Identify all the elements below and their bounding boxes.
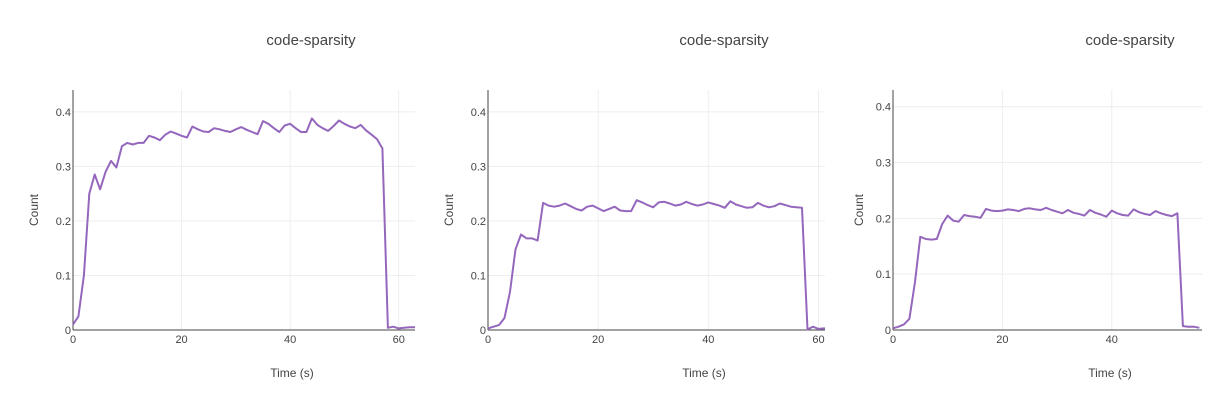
y-tick-label: 0.1 bbox=[56, 270, 71, 282]
chart-3: 0 20 40 0 0.1 0.2 0.3 0.4 code-sparsity Time (s) C… bbox=[852, 32, 1202, 380]
y-tick-label: 0.4 bbox=[56, 107, 71, 119]
y-axis-label: Count bbox=[442, 193, 456, 226]
y-tick-label: 0.2 bbox=[471, 216, 486, 228]
y-tick-label: 0.1 bbox=[876, 269, 891, 281]
x-tick-label: 0 bbox=[485, 334, 491, 346]
y-tick-label: 0.4 bbox=[876, 102, 891, 114]
y-axis-label: Count bbox=[852, 193, 866, 226]
gridlines bbox=[73, 90, 415, 330]
x-axis-label: Time (s) bbox=[1088, 366, 1132, 380]
y-tick-label: 0.1 bbox=[471, 270, 486, 282]
x-tick-label: 20 bbox=[175, 334, 187, 346]
y-tick-label: 0.2 bbox=[876, 213, 891, 225]
x-tick-label: 0 bbox=[890, 334, 896, 346]
y-tick-label: 0 bbox=[65, 325, 71, 337]
x-tick-label: 20 bbox=[996, 334, 1008, 346]
x-axis-label: Time (s) bbox=[682, 366, 726, 380]
chart-title: code-sparsity bbox=[1085, 32, 1175, 49]
x-tick-label: 40 bbox=[702, 334, 714, 346]
chart-title: code-sparsity bbox=[266, 32, 356, 49]
x-tick-label: 0 bbox=[70, 334, 76, 346]
chart-2: 0 20 40 60 0 0.1 0.2 0.3 0.4 code-sparsity Time (s… bbox=[442, 32, 825, 380]
gridlines bbox=[893, 90, 1202, 330]
x-tick-label: 20 bbox=[592, 334, 604, 346]
x-tick-label: 60 bbox=[812, 334, 824, 346]
y-tick-label: 0 bbox=[480, 325, 486, 337]
y-tick-label: 0.3 bbox=[56, 161, 71, 173]
series-line bbox=[487, 199, 825, 331]
y-tick-label: 0.4 bbox=[471, 107, 486, 119]
y-tick-label: 0.3 bbox=[471, 161, 486, 173]
x-tick-label: 40 bbox=[284, 334, 296, 346]
y-tick-label: 0.3 bbox=[876, 158, 891, 170]
gridlines bbox=[488, 90, 825, 330]
series-line bbox=[72, 117, 415, 330]
x-tick-label: 40 bbox=[1106, 334, 1118, 346]
x-axis-label: Time (s) bbox=[270, 366, 314, 380]
chart-1: 0 20 40 60 0 0.1 0.2 0.3 0.4 code-sparsity Time (s… bbox=[27, 32, 415, 380]
x-tick-label: 60 bbox=[393, 334, 405, 346]
series-line bbox=[892, 206, 1200, 330]
y-tick-label: 0.2 bbox=[56, 216, 71, 228]
y-axis-label: Count bbox=[27, 193, 41, 226]
y-tick-label: 0 bbox=[885, 325, 891, 337]
chart-title: code-sparsity bbox=[679, 32, 769, 49]
